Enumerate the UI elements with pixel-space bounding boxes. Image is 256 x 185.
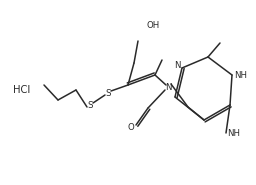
Text: O: O — [128, 124, 134, 132]
Text: N: N — [165, 83, 171, 92]
Text: NH: NH — [234, 70, 248, 80]
Text: S: S — [87, 100, 93, 110]
Text: N: N — [174, 60, 180, 70]
Text: S: S — [105, 88, 111, 97]
Text: OH: OH — [146, 21, 160, 29]
Text: NH: NH — [228, 129, 240, 137]
Text: HCl: HCl — [13, 85, 31, 95]
